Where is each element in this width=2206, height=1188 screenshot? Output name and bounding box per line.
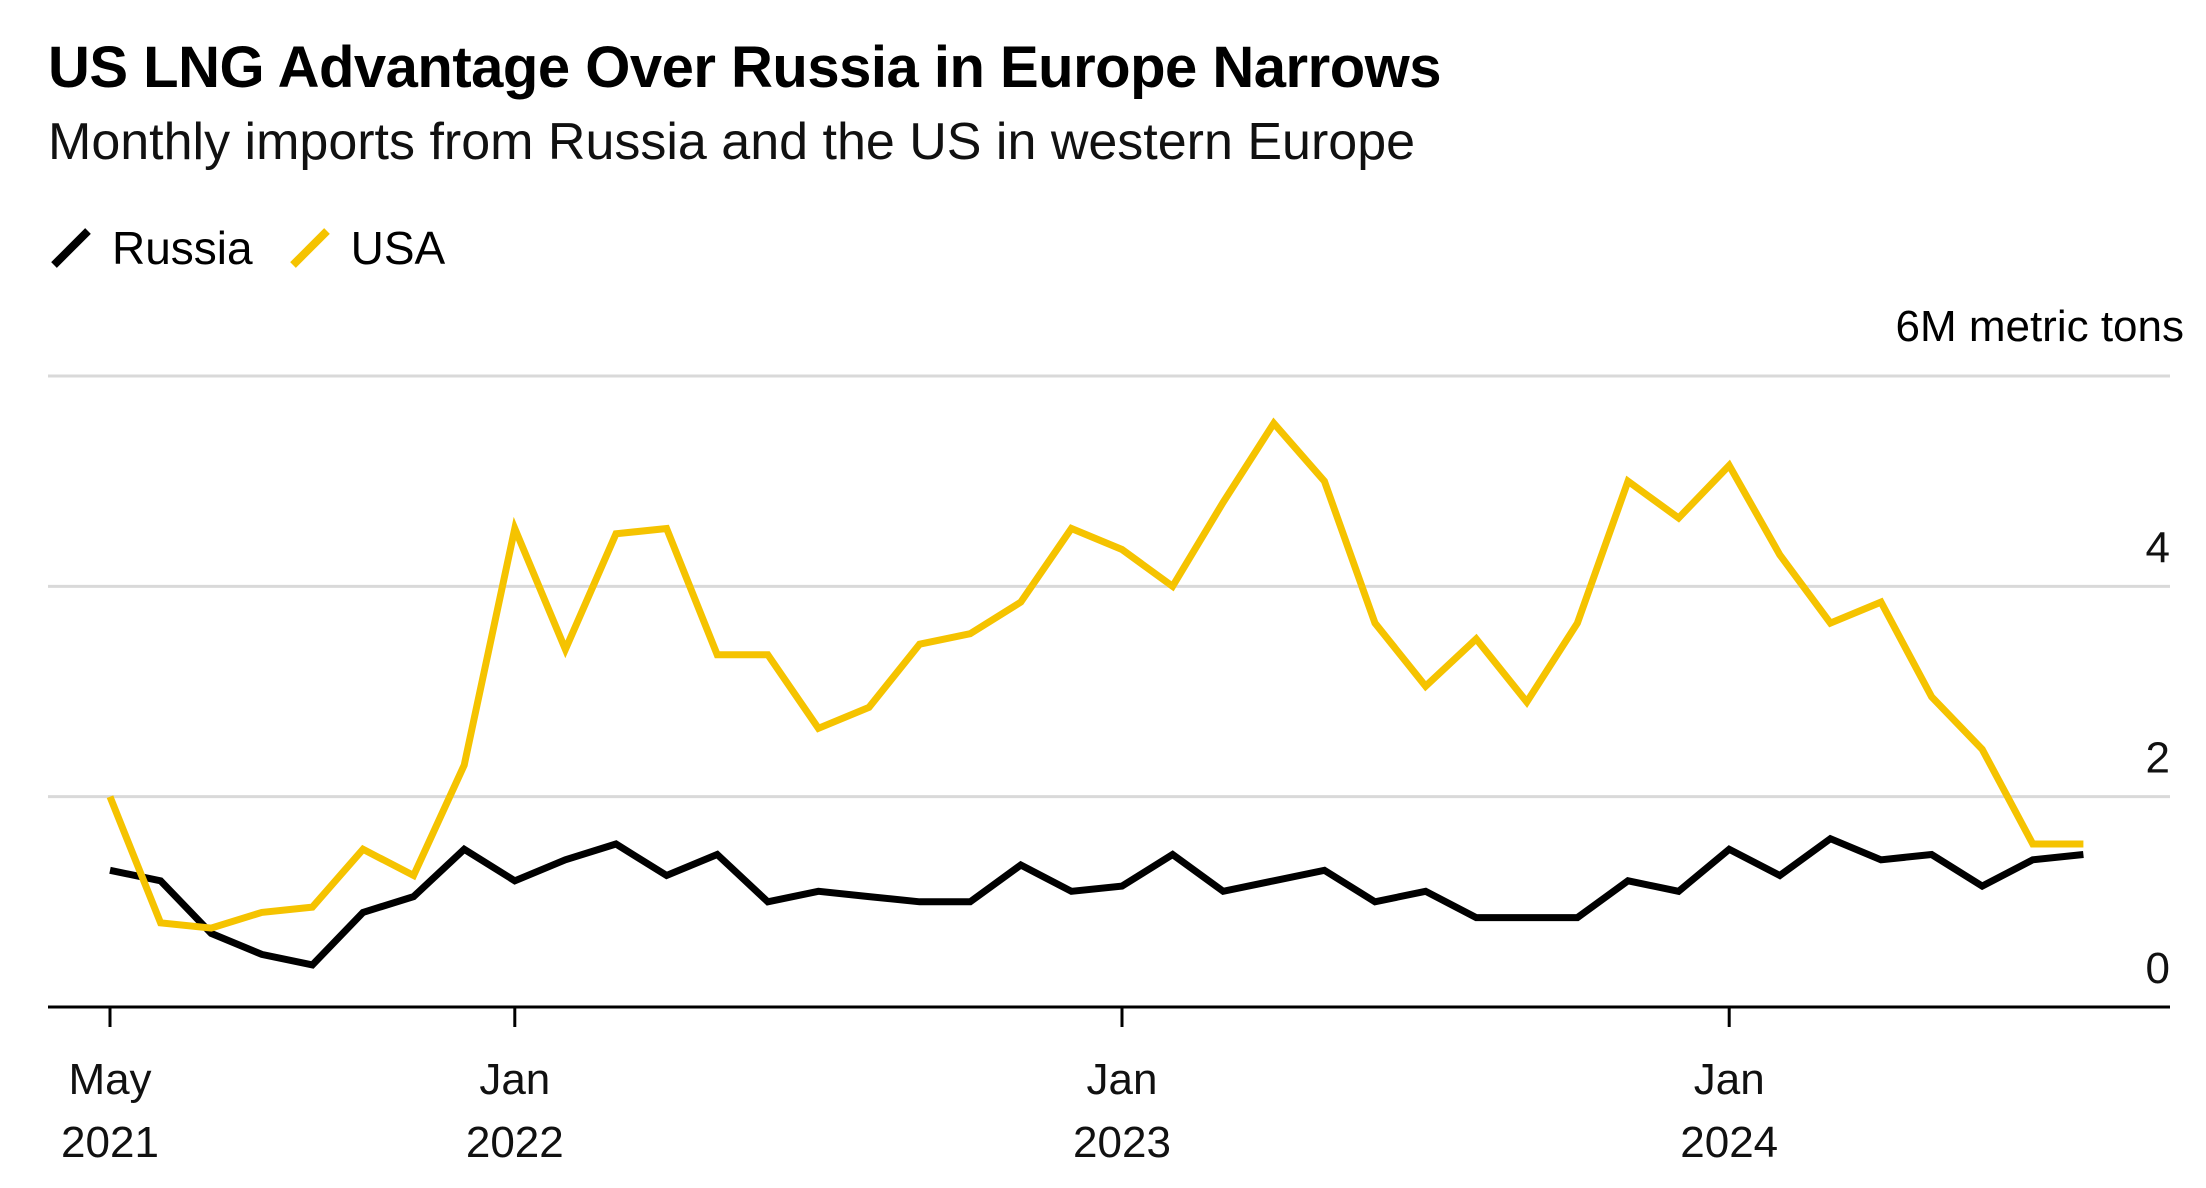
x-tick-label-2024-01-month: Jan	[1694, 1055, 1765, 1104]
x-tick-label-2024-01-year: 2024	[1680, 1118, 1778, 1167]
y-axis-unit-label: 6M metric tons	[1895, 302, 2184, 351]
x-tick-label-2022-01-year: 2022	[466, 1118, 564, 1167]
chart-subtitle: Monthly imports from Russia and the US i…	[48, 113, 1416, 171]
x-tick-label-2022-01-month: Jan	[479, 1055, 550, 1104]
legend-swatch-usa	[289, 228, 330, 268]
legend-item-russia: Russia	[48, 221, 253, 275]
series-line-usa	[106, 417, 2084, 932]
y-tick-label-4: 4	[2146, 523, 2170, 572]
x-tick-label-2021-05-month: May	[68, 1055, 151, 1104]
y-tick-label-0: 0	[2146, 944, 2170, 993]
legend-label-usa: USA	[350, 222, 446, 274]
series-line-russia	[109, 834, 2084, 969]
y-tick-label-2: 2	[2146, 734, 2170, 783]
legend-label-russia: Russia	[112, 222, 253, 274]
legend-swatch-russia	[51, 228, 91, 268]
x-tick-label-2021-05-year: 2021	[61, 1118, 159, 1167]
chart-title: US LNG Advantage Over Russia in Europe N…	[48, 35, 1442, 100]
x-tick-label-2023-01-year: 2023	[1073, 1118, 1171, 1167]
x-tick-label-2023-01-month: Jan	[1087, 1055, 1158, 1104]
legend-item-usa: USA	[287, 221, 446, 275]
legend: Russia USA	[48, 218, 479, 278]
